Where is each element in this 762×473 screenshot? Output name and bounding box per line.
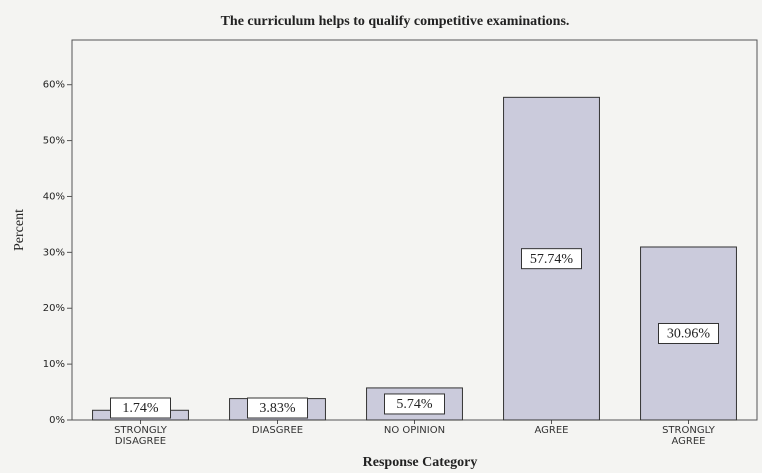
y-tick-label: 60% <box>43 80 65 91</box>
chart-title: The curriculum helps to qualify competit… <box>221 14 570 29</box>
x-tick-label: STRONGLY AGREE <box>662 425 715 447</box>
value-label: 3.83% <box>259 401 296 416</box>
y-tick-label: 40% <box>43 191 65 202</box>
value-label-box <box>521 248 582 270</box>
value-label: 30.96% <box>667 327 711 342</box>
value-label-box <box>247 397 308 419</box>
y-tick-label: 30% <box>43 247 65 258</box>
x-tick-label: STRONGLY DISAGREE <box>114 425 167 447</box>
x-axis-label: Response Category <box>363 455 478 470</box>
value-label-box <box>658 322 719 344</box>
value-label-box <box>110 397 171 419</box>
value-label-box <box>384 393 445 415</box>
x-tick-label: NO OPINION <box>383 425 446 436</box>
value-label: 5.74% <box>396 397 433 412</box>
x-tick-label: AGREE <box>534 425 569 436</box>
y-axis-label: Percent <box>12 209 27 251</box>
y-tick-label: 0% <box>49 415 65 426</box>
value-label: 57.74% <box>530 252 574 267</box>
value-label: 1.74% <box>122 401 159 416</box>
y-tick-label: 50% <box>43 136 65 147</box>
x-tick-label: DIASGREE <box>251 425 304 436</box>
y-tick-label: 20% <box>43 303 65 314</box>
y-tick-label: 10% <box>43 359 65 370</box>
